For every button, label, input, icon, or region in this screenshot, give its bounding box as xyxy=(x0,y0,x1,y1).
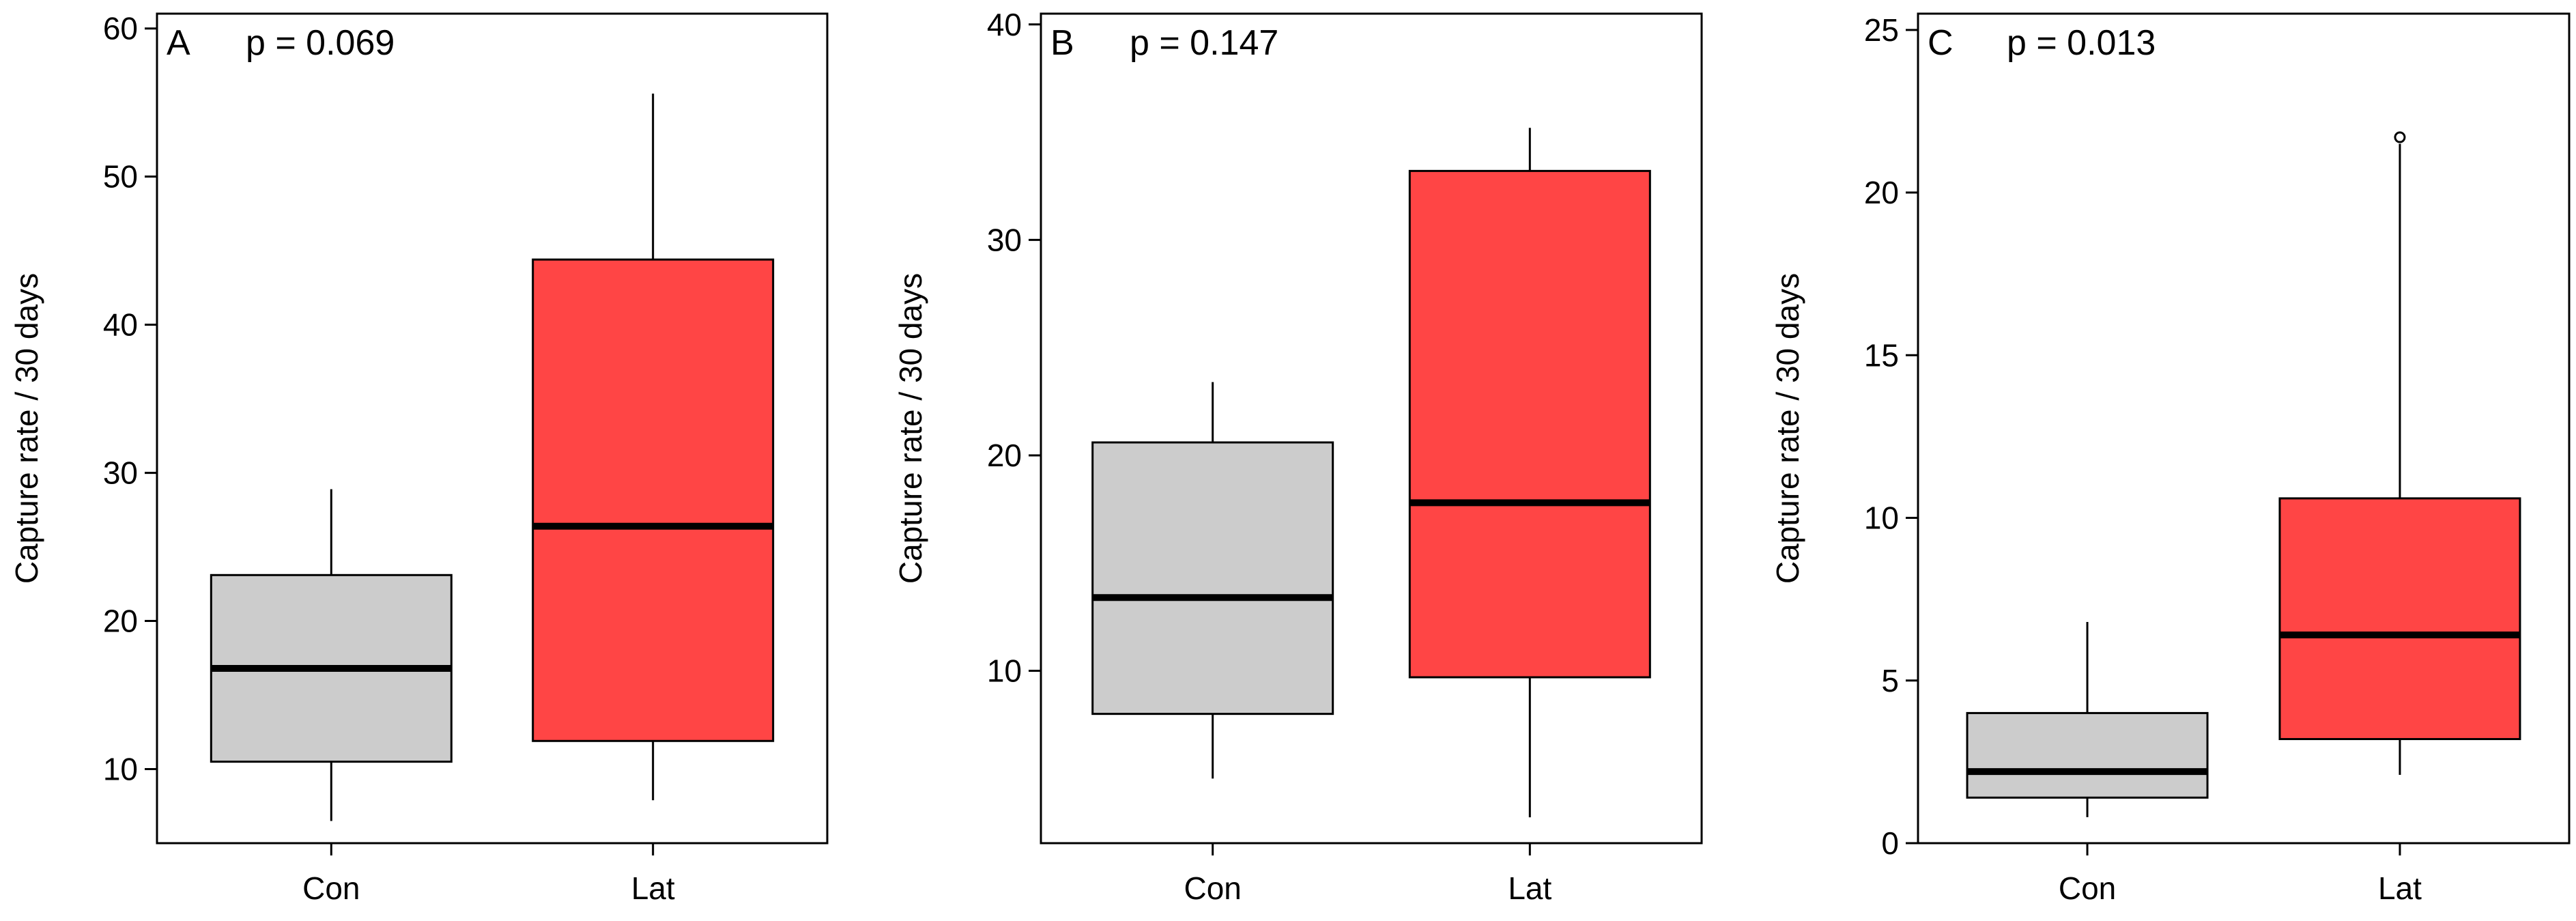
panel-label: A xyxy=(167,23,190,63)
iqr-box xyxy=(1408,169,1651,679)
box-lat xyxy=(1408,128,1651,818)
y-axis-label: Capture rate / 30 days xyxy=(1770,273,1805,584)
iqr-box xyxy=(2278,497,2521,741)
x-tick-label: Lat xyxy=(631,870,675,906)
x-tick-label: Con xyxy=(302,870,360,906)
panel-a: 10 20 30 40 50 60 Capture rate / 30 days Con Lat… xyxy=(9,11,829,906)
p-value-annotation: p = 0.069 xyxy=(246,23,395,63)
box-con xyxy=(210,489,453,821)
y-tick-label: 15 xyxy=(1864,337,1899,373)
y-tick-label: 10 xyxy=(103,752,138,787)
plot-frame xyxy=(156,12,829,845)
y-tick-label: 0 xyxy=(1881,825,1899,861)
plot-frame xyxy=(1040,12,1703,845)
y-tick-label: 20 xyxy=(103,604,138,639)
y-tick-label: 30 xyxy=(103,455,138,491)
outlier-point xyxy=(2394,131,2406,143)
x-tick-label: Lat xyxy=(2378,870,2422,906)
panel-b: 10 20 30 40 Capture rate / 30 days Con Lat B p =… xyxy=(893,7,1703,906)
y-tick-label: 10 xyxy=(1864,500,1899,536)
y-tick-label: 10 xyxy=(987,653,1022,689)
panel-label: B xyxy=(1050,23,1074,63)
iqr-box xyxy=(1966,711,2209,799)
y-tick-label: 5 xyxy=(1881,663,1899,698)
box-lat xyxy=(2278,131,2521,775)
x-tick-label: Con xyxy=(2059,870,2116,906)
panel-label: C xyxy=(1928,23,1954,63)
y-tick-label: 50 xyxy=(103,159,138,195)
panel-c: 0 5 10 15 20 25 Capture rate / 30 days Con Lat C p… xyxy=(1770,12,2571,906)
y-tick-label: 40 xyxy=(103,307,138,343)
y-tick-label: 60 xyxy=(103,11,138,46)
y-axis-label: Capture rate / 30 days xyxy=(9,273,44,584)
p-value-annotation: p = 0.013 xyxy=(2007,23,2156,63)
x-tick-label: Con xyxy=(1184,870,1241,906)
y-axis-label: Capture rate / 30 days xyxy=(893,273,928,584)
y-tick-label: 20 xyxy=(1864,175,1899,210)
box-con xyxy=(1966,622,2209,817)
iqr-box xyxy=(1091,441,1334,715)
plot-frame xyxy=(1917,12,2571,845)
x-tick-label: Lat xyxy=(1508,870,1551,906)
box-lat xyxy=(532,94,775,801)
p-value-annotation: p = 0.147 xyxy=(1130,23,1278,63)
iqr-box xyxy=(532,258,775,742)
y-tick-label: 20 xyxy=(987,438,1022,473)
y-tick-label: 30 xyxy=(987,222,1022,257)
box-con xyxy=(1091,382,1334,779)
y-tick-label: 25 xyxy=(1864,12,1899,48)
y-tick-label: 40 xyxy=(987,7,1022,42)
